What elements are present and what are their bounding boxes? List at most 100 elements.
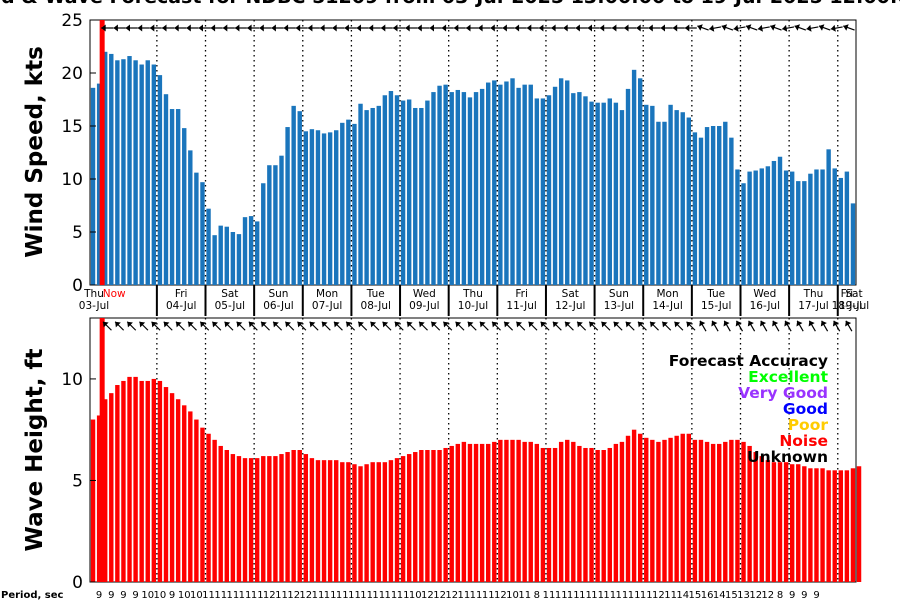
wave-bar <box>546 447 552 582</box>
wind-bar <box>218 225 223 285</box>
wind-bar <box>236 234 242 285</box>
period-value: 9 <box>169 590 175 600</box>
wind-bar <box>492 80 497 285</box>
wave-bar <box>291 450 296 582</box>
direction-arrow-icon <box>538 24 551 32</box>
wave-bar <box>601 450 606 582</box>
wave-bar <box>619 441 625 582</box>
direction-arrow-icon <box>344 24 357 32</box>
direction-arrow-icon <box>297 321 307 331</box>
wave-bar <box>486 443 491 582</box>
wind-bar <box>297 111 302 285</box>
wave-bar <box>340 462 345 582</box>
wind-bar <box>753 170 758 285</box>
date-label: 05-Jul <box>215 300 245 312</box>
wave-bar <box>571 441 576 582</box>
period-value: 12 <box>445 590 458 600</box>
period-value: 12 <box>652 590 665 600</box>
date-label: 19-Jul <box>839 300 869 312</box>
direction-arrow-icon <box>149 24 162 32</box>
legend-noise: Noise <box>779 432 828 450</box>
day-of-week-label: Sat <box>845 288 862 300</box>
wave-bar <box>200 427 205 582</box>
wind-bar <box>717 126 722 285</box>
period-value: 9 <box>789 590 795 600</box>
date-label: 11-Jul <box>506 300 536 312</box>
direction-arrow-icon <box>649 321 659 331</box>
wind-bar <box>413 107 418 285</box>
legend-poor: Poor <box>788 416 829 434</box>
wave-bar <box>443 447 448 582</box>
period-value: 10 <box>506 590 519 600</box>
wave-bar <box>267 456 272 582</box>
direction-arrow-icon <box>699 320 707 332</box>
wind-plot-area <box>89 19 857 286</box>
direction-arrow-icon <box>514 24 527 32</box>
wind-bar <box>583 96 588 285</box>
direction-arrow-icon <box>576 321 587 331</box>
wind-bar <box>747 171 752 285</box>
forecast-accuracy-legend: Forecast Accuracy Excellent Very Good Go… <box>669 352 829 466</box>
wave-bar <box>413 452 418 582</box>
direction-arrow-icon <box>394 321 404 331</box>
date-label: 18-Jul <box>832 300 862 312</box>
wave-bar <box>437 450 442 582</box>
direction-arrow-icon <box>406 321 416 331</box>
day-of-week-label: Sat <box>562 288 579 300</box>
wind-bar <box>686 117 692 286</box>
wave-bar <box>662 439 667 582</box>
day-of-week-label: Wed <box>413 288 436 300</box>
wave-bar <box>710 443 716 582</box>
wind-bar <box>473 92 479 285</box>
wave-bar <box>103 399 108 582</box>
direction-arrow-icon <box>760 320 768 332</box>
wind-bar <box>826 149 831 285</box>
wave-bar <box>856 466 862 582</box>
wind-bar <box>723 121 728 285</box>
wave-bar <box>224 450 229 582</box>
direction-arrow-icon <box>794 24 807 31</box>
wind-bar <box>613 102 619 286</box>
wind-bar <box>273 165 278 285</box>
wind-bar <box>346 119 351 285</box>
period-value: 12 <box>299 590 312 600</box>
period-value: 11 <box>372 590 385 600</box>
direction-arrow-icon <box>234 24 247 32</box>
direction-arrow-icon <box>126 321 137 331</box>
wave-bar <box>315 460 321 582</box>
direction-arrow-icon <box>151 321 161 331</box>
wave-bar <box>704 441 710 582</box>
wind-bar <box>437 85 442 285</box>
period-value: 9 <box>108 590 114 600</box>
direction-arrow-icon <box>588 321 599 331</box>
period-value: 11 <box>397 590 410 600</box>
direction-arrow-icon <box>137 24 150 32</box>
day-of-week-label: Mon <box>656 288 678 300</box>
direction-arrow-icon <box>648 24 661 32</box>
direction-arrow-icon <box>772 320 780 332</box>
legend-good: Good <box>783 400 828 418</box>
legend-very-good: Very Good <box>738 384 828 402</box>
wave-bar <box>631 429 637 582</box>
wind-bar <box>242 217 248 285</box>
wind-bar <box>254 221 260 285</box>
direction-arrow-icon <box>309 321 319 331</box>
wave-bar <box>765 460 771 582</box>
wind-bar <box>552 86 558 285</box>
direction-arrow-icon <box>674 321 684 331</box>
wind-speed-panel: 0 5 10 15 20 25 <box>61 11 857 296</box>
direction-arrow-icon <box>333 321 343 331</box>
period-value: 12 <box>263 590 276 600</box>
period-row: 9 9 9 9 10 10 9 10 10 11 11 11 11 11 12 11 12 12 11 11 11 11 1… <box>96 590 820 600</box>
direction-arrow-icon <box>808 320 816 332</box>
period-value: 12 <box>287 590 300 600</box>
direction-arrow-icon <box>236 321 246 331</box>
wave-bar <box>583 447 588 582</box>
direction-arrow-icon <box>139 321 149 331</box>
period-value: 9 <box>801 590 807 600</box>
direction-arrow-icon <box>295 24 308 32</box>
wind-bar <box>577 92 582 285</box>
period-value: 10 <box>409 590 422 600</box>
wave-bar <box>832 470 837 582</box>
direction-arrow-icon <box>540 321 550 331</box>
